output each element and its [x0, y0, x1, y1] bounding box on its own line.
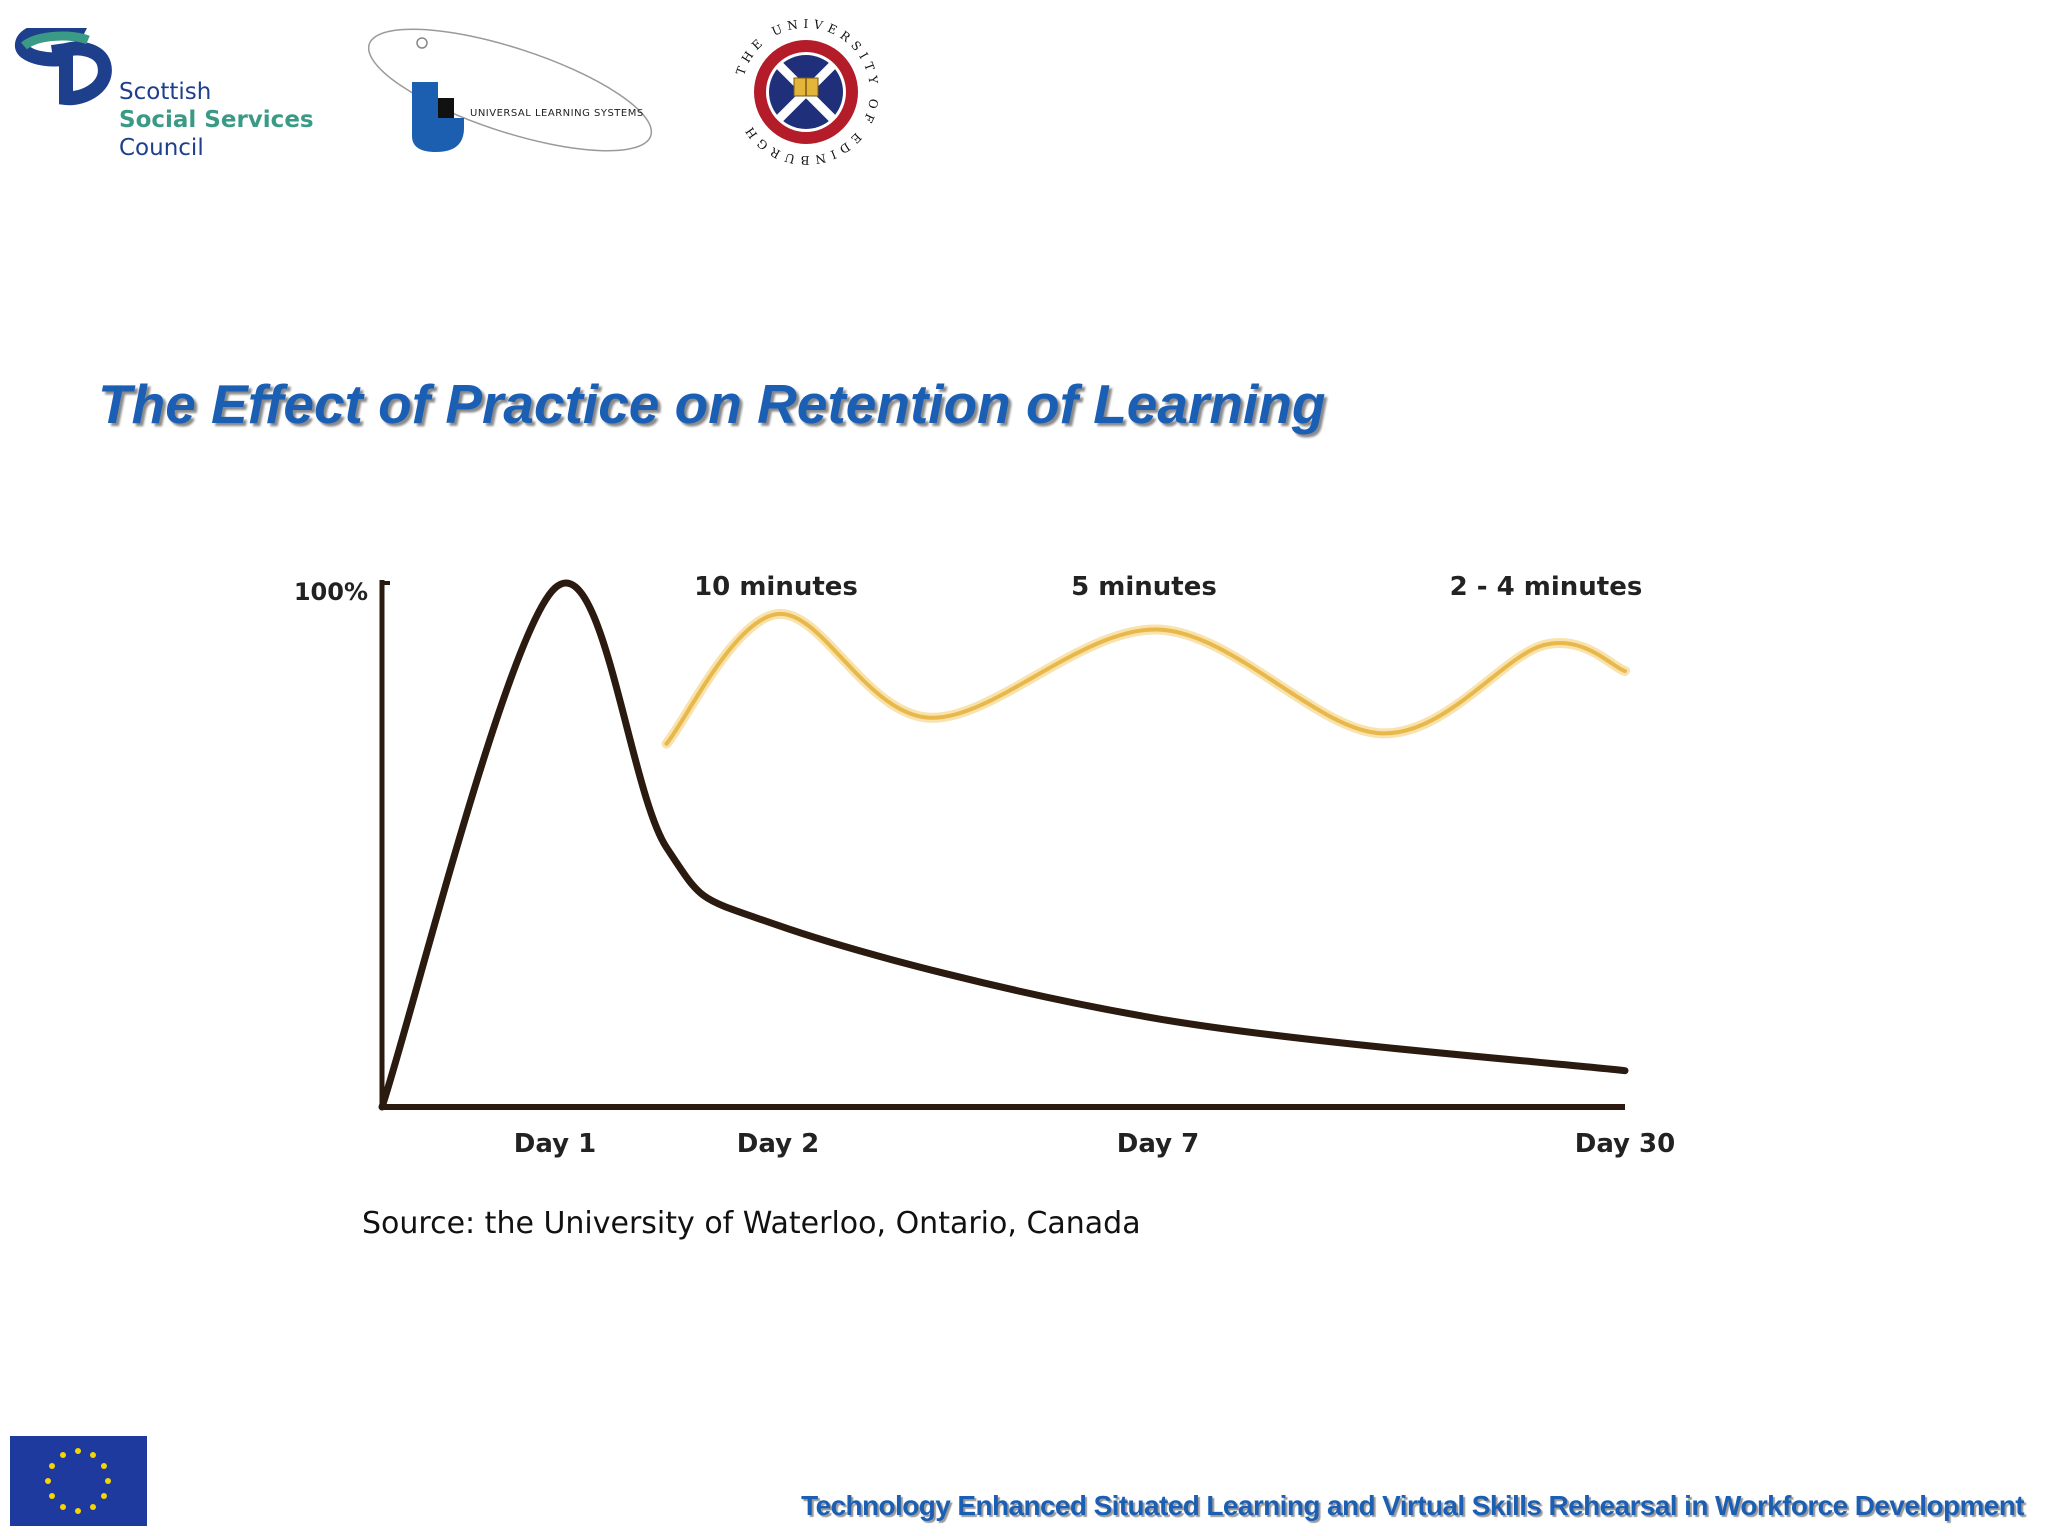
eu-star-icon	[75, 1508, 81, 1514]
eu-star-icon	[105, 1478, 111, 1484]
eu-star-icon	[49, 1463, 56, 1469]
y-tick-label: 100%	[294, 578, 368, 606]
interval-annotation: 2 - 4 minutes	[1450, 572, 1643, 602]
x-tick-label: Day 7	[1117, 1129, 1199, 1159]
uls-orbit-icon	[367, 28, 653, 152]
x-tick-label: Day 30	[1575, 1129, 1676, 1159]
forgetting-curve	[378, 579, 1629, 1111]
university-of-edinburgh-seal: THE UNIVERSITY OF EDINBURGH	[728, 14, 884, 170]
sssc-line-1: Scottish	[119, 79, 212, 105]
eu-star-icon	[100, 1493, 107, 1499]
eu-star-icon	[60, 1452, 66, 1459]
uls-logo: UNIVERSAL LEARNING SYSTEMS	[360, 28, 690, 158]
eu-star-icon	[49, 1493, 56, 1499]
sssc-swoosh-icon	[15, 28, 112, 106]
uls-text: UNIVERSAL LEARNING SYSTEMS	[470, 108, 644, 119]
eu-star-icon	[90, 1503, 96, 1510]
eu-star-icon	[45, 1478, 51, 1484]
interval-annotation: 5 minutes	[1071, 572, 1217, 602]
sssc-line-3: Council	[119, 135, 204, 161]
sssc-line-2: Social Services	[119, 107, 314, 133]
footer-tagline: Technology Enhanced Situated Learning an…	[801, 1490, 2024, 1521]
x-tick-label: Day 2	[737, 1129, 819, 1159]
source-note: Source: the University of Waterloo, Onta…	[362, 1206, 1141, 1241]
eu-star-icon	[100, 1463, 107, 1469]
slide-title: The Effect of Practice on Retention of L…	[98, 373, 1326, 435]
sssc-logo: Scottish Social Services Council	[14, 28, 314, 168]
eu-star-icon	[75, 1448, 81, 1454]
eu-flag-icon	[10, 1436, 147, 1526]
review-curve-glow	[661, 608, 1630, 749]
eu-star-icon	[60, 1503, 66, 1510]
review-curve	[664, 611, 1627, 746]
eu-star-icon	[90, 1452, 96, 1459]
x-tick-label: Day 1	[514, 1129, 596, 1159]
interval-annotation: 10 minutes	[694, 572, 858, 602]
